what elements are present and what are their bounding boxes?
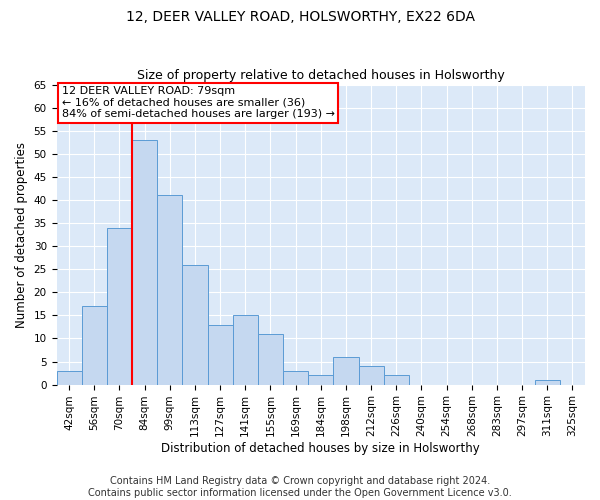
Y-axis label: Number of detached properties: Number of detached properties: [15, 142, 28, 328]
X-axis label: Distribution of detached houses by size in Holsworthy: Distribution of detached houses by size …: [161, 442, 480, 455]
Bar: [107, 228, 132, 384]
Text: Contains HM Land Registry data © Crown copyright and database right 2024.
Contai: Contains HM Land Registry data © Crown c…: [88, 476, 512, 498]
Bar: [359, 366, 383, 384]
Title: Size of property relative to detached houses in Holsworthy: Size of property relative to detached ho…: [137, 69, 505, 82]
Bar: [208, 324, 233, 384]
Bar: [56, 370, 82, 384]
Bar: [383, 376, 409, 384]
Bar: [157, 196, 182, 384]
Text: 12 DEER VALLEY ROAD: 79sqm
← 16% of detached houses are smaller (36)
84% of semi: 12 DEER VALLEY ROAD: 79sqm ← 16% of deta…: [62, 86, 335, 120]
Bar: [182, 264, 208, 384]
Bar: [535, 380, 560, 384]
Bar: [258, 334, 283, 384]
Bar: [308, 376, 334, 384]
Bar: [82, 306, 107, 384]
Bar: [334, 357, 359, 384]
Bar: [132, 140, 157, 384]
Text: 12, DEER VALLEY ROAD, HOLSWORTHY, EX22 6DA: 12, DEER VALLEY ROAD, HOLSWORTHY, EX22 6…: [125, 10, 475, 24]
Bar: [233, 316, 258, 384]
Bar: [283, 370, 308, 384]
